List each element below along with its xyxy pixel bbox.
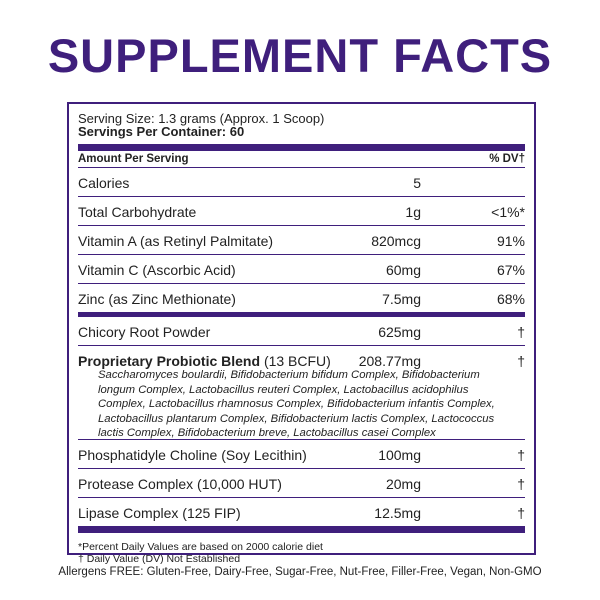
- serving-size: Serving Size: 1.3 grams (Approx. 1 Scoop…: [78, 111, 325, 126]
- daily-value: 68%: [496, 291, 525, 307]
- table-header: Amount Per Serving % DV†: [78, 151, 525, 168]
- nutrient-name: Total Carbohydrate: [78, 204, 197, 220]
- allergens: Allergens FREE: Gluten-Free, Dairy-Free,…: [58, 566, 542, 578]
- divider: [78, 526, 525, 533]
- amount: 60mg: [385, 262, 421, 278]
- daily-value: <1%*: [491, 204, 525, 220]
- amount: 100mg: [378, 447, 421, 463]
- footnotes: *Percent Daily Values are based on 2000 …: [78, 541, 525, 565]
- row: Proprietary Probiotic Blend (13 BCFU) 208…: [78, 346, 525, 440]
- amount: 1g: [405, 204, 421, 220]
- nutrient-name-bold: Proprietary Probiotic Blend: [78, 353, 261, 369]
- nutrient-note: (13 BCFU): [263, 353, 331, 369]
- row: Calories 5: [78, 168, 525, 197]
- nutrient-name: Chicory Root Powder: [78, 324, 211, 340]
- nutrient-name: Protease Complex (10,000 HUT): [78, 476, 282, 492]
- nutrient-name: Calories: [78, 175, 130, 191]
- row: Vitamin C (Ascorbic Acid) 60mg 67%: [78, 255, 525, 284]
- footnote: *Percent Daily Values are based on 2000 …: [78, 541, 323, 553]
- amount: 208.77mg: [358, 353, 421, 369]
- row: Lipase Complex (125 FIP) 12.5mg †: [78, 498, 525, 526]
- nutrient-name: Proprietary Probiotic Blend (13 BCFU): [78, 353, 331, 369]
- amount: 12.5mg: [374, 505, 421, 521]
- daily-value: 91%: [496, 233, 525, 249]
- amount: 20mg: [385, 476, 421, 492]
- amount: 5: [413, 175, 421, 191]
- title: SUPPLEMENT FACTS: [47, 29, 553, 82]
- daily-value: 67%: [496, 262, 525, 278]
- divider: [78, 144, 525, 151]
- daily-value: †: [517, 353, 525, 369]
- nutrient-name: Lipase Complex (125 FIP): [78, 505, 241, 521]
- daily-value: †: [517, 447, 525, 463]
- nutrient-name: Vitamin C (Ascorbic Acid): [78, 262, 236, 278]
- nutrient-name: Phosphatidyle Choline (Soy Lecithin): [78, 447, 307, 463]
- row: Chicory Root Powder 625mg †: [78, 317, 525, 346]
- blend-description: Saccharomyces boulardii, Bifidobacterium…: [98, 369, 495, 439]
- row: Phosphatidyle Choline (Soy Lecithin) 100m…: [78, 440, 525, 469]
- footnote: † Daily Value (DV) Not Established: [78, 553, 241, 565]
- facts-panel: Serving Size: 1.3 grams (Approx. 1 Scoop…: [67, 102, 536, 565]
- amount: 820mcg: [371, 233, 421, 249]
- daily-value: †: [517, 324, 525, 340]
- nutrient-name: Vitamin A (as Retinyl Palmitate): [78, 233, 274, 249]
- amount: 625mg: [378, 324, 421, 340]
- rows: Calories 5 Total Carbohydrate 1g <1%* Vitamin…: [78, 168, 525, 533]
- amount: 7.5mg: [382, 291, 421, 307]
- row: Protease Complex (10,000 HUT) 20mg †: [78, 469, 525, 498]
- header-cell: Amount Per Serving: [78, 153, 189, 165]
- row: Total Carbohydrate 1g <1%*: [78, 197, 525, 226]
- divider: [78, 312, 525, 317]
- daily-value: †: [517, 476, 525, 492]
- row: Zinc (as Zinc Methionate) 7.5mg 68%: [78, 284, 525, 312]
- header-cell: % DV†: [489, 153, 525, 165]
- row: Vitamin A (as Retinyl Palmitate) 820mcg 91…: [78, 226, 525, 255]
- nutrient-name: Zinc (as Zinc Methionate): [78, 291, 236, 307]
- servings-per-container: Servings Per Container: 60: [78, 124, 245, 139]
- daily-value: †: [517, 505, 525, 521]
